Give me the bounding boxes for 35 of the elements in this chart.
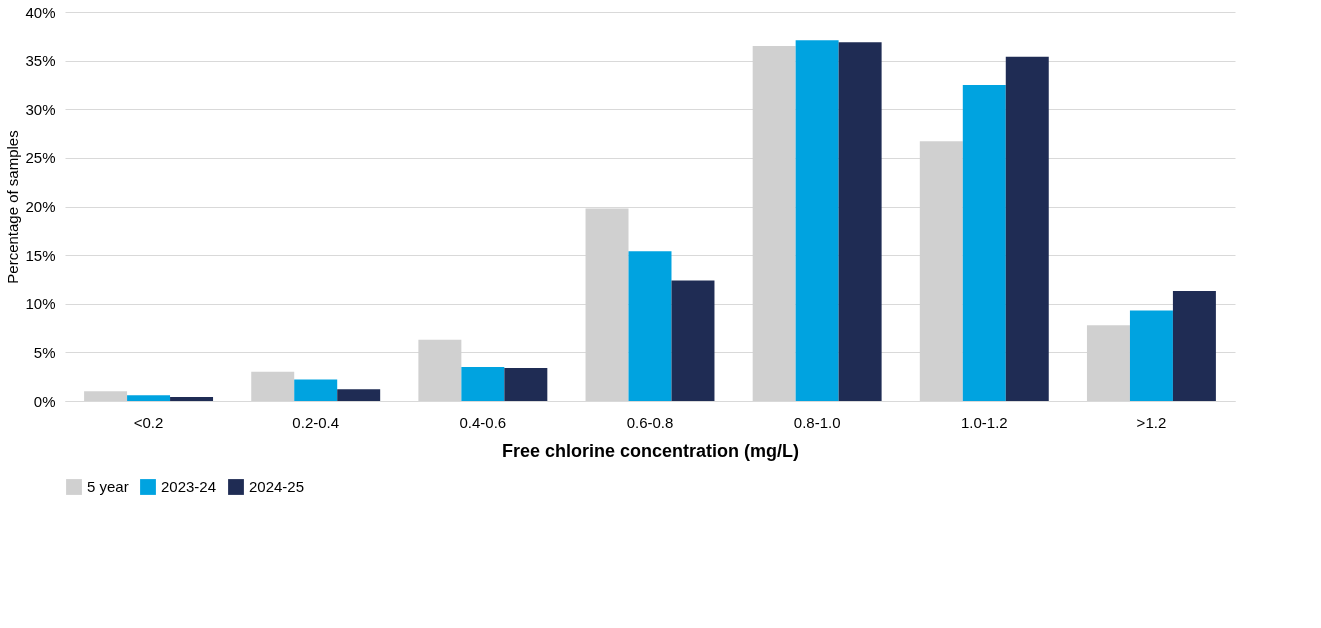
y-tick-label: 15%	[25, 246, 56, 264]
legend-label: 2023-24	[161, 478, 217, 495]
x-tick-label: 0.8-1.0	[793, 413, 841, 431]
bar	[127, 395, 171, 401]
y-tick-label: 0%	[33, 392, 56, 410]
y-tick-label: 10%	[25, 295, 56, 313]
bar	[337, 389, 381, 401]
legend-label: 2024-25	[249, 478, 305, 495]
bar	[504, 367, 548, 401]
bar	[461, 366, 505, 401]
y-tick-label: 35%	[25, 52, 56, 70]
bar	[838, 42, 882, 401]
x-tick-label: 0.6-0.8	[626, 413, 674, 431]
y-tick-label: 30%	[25, 100, 56, 118]
bar	[294, 379, 338, 401]
y-tick-label: 5%	[33, 343, 56, 361]
y-axis-title: Percentage of samples	[4, 130, 22, 284]
bar	[671, 280, 715, 401]
bar	[1172, 291, 1216, 401]
bar	[795, 40, 839, 401]
x-tick-label: >1.2	[1136, 413, 1167, 431]
legend-label: 5 year	[87, 478, 129, 495]
y-tick-label: 25%	[25, 149, 56, 167]
y-tick-label: 40%	[25, 3, 56, 21]
bar	[962, 84, 1006, 401]
x-tick-label: 0.2-0.4	[292, 413, 340, 431]
x-tick-label: 1.0-1.2	[960, 413, 1008, 431]
bar	[628, 251, 672, 401]
x-tick-label: <0.2	[133, 413, 164, 431]
bar	[1129, 310, 1173, 401]
bar	[170, 397, 214, 401]
x-tick-label: 0.4-0.6	[459, 413, 507, 431]
x-axis-title: Free chlorine concentration (mg/L)	[501, 440, 800, 461]
y-tick-label: 20%	[25, 198, 56, 215]
bar	[1005, 56, 1049, 401]
